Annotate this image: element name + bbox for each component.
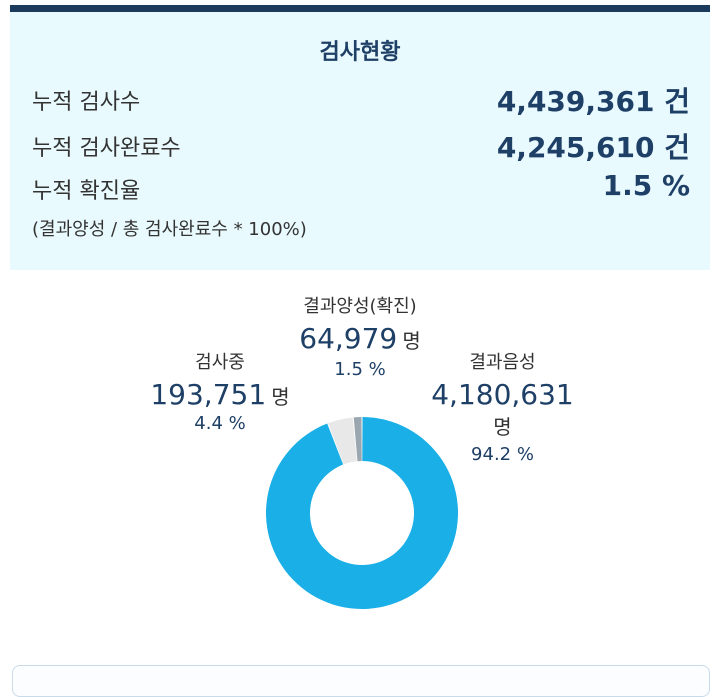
top-accent-bar <box>10 5 710 12</box>
in-progress-segment-label: 검사중 193,751 명 4.4 % <box>140 348 300 434</box>
negative-unit: 명 <box>493 415 512 439</box>
test-result-chart: 결과양성(확진) 64,979 명 1.5 % 검사중 193,751 명 4.… <box>10 270 710 660</box>
negative-segment-label: 결과음성 4,180,631 명 94.2 % <box>420 348 585 465</box>
in-progress-value: 193,751 <box>150 378 267 411</box>
donut-slice-positive[interactable] <box>353 417 362 462</box>
positive-percent: 1.5 % <box>334 359 386 380</box>
positive-rate-value: 1.5 % <box>602 169 690 202</box>
positive-unit: 명 <box>402 329 421 353</box>
panel-title: 검사현황 <box>319 40 401 65</box>
negative-name: 결과음성 <box>469 352 536 373</box>
negative-value: 4,180,631 <box>431 378 574 411</box>
in-progress-percent: 4.4 % <box>194 413 246 434</box>
in-progress-name: 검사중 <box>195 352 245 373</box>
negative-percent: 94.2 % <box>471 444 534 465</box>
total-completed-label: 누적 검사완료수 <box>32 136 181 161</box>
positive-rate-label: 누적 확진율 <box>32 179 141 204</box>
donut-chart <box>266 417 458 609</box>
total-tests-label: 누적 검사수 <box>32 90 141 115</box>
donut-slice-negative[interactable] <box>266 417 458 609</box>
test-status-panel: 검사현황 누적 검사수 4,439,361 건 누적 검사완료수 4,245,6… <box>10 12 710 270</box>
in-progress-unit: 명 <box>271 385 290 409</box>
positive-value: 64,979 <box>299 322 398 355</box>
total-tests-value: 4,439,361 건 <box>496 85 690 118</box>
donut-slice-in-progress[interactable] <box>328 417 357 465</box>
rate-formula-note: (결과양성 / 총 검사완료수 * 100%) <box>32 219 307 240</box>
positive-segment-label: 결과양성(확진) 64,979 명 1.5 % <box>275 292 445 380</box>
positive-name: 결과양성(확진) <box>303 296 417 317</box>
total-completed-value: 4,245,610 건 <box>496 131 690 164</box>
next-card <box>12 665 710 697</box>
